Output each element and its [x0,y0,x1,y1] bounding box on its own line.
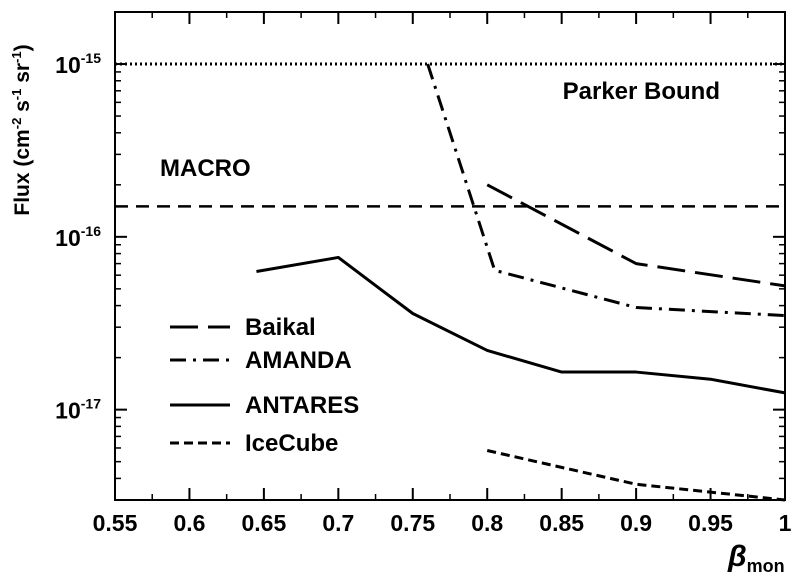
x-axis-label: βmon [727,540,785,576]
axes [114,11,786,501]
series-antares-line [256,255,786,395]
x-tick-label: 0.9 [620,510,652,536]
x-tick-label: 0.95 [688,510,733,536]
y-tick-label: 10-16 [55,223,101,251]
series-amanda-line [426,63,786,318]
x-tick-label: 1 [779,510,792,536]
x-tick-label: 0.85 [539,510,584,536]
x-tick-label: 0.75 [390,510,435,536]
legend-label-baikal: Baikal [245,314,316,341]
x-tick-label: 0.55 [93,510,138,536]
x-tick-label: 0.7 [322,510,354,536]
x-tick-label: 0.8 [471,510,503,536]
legend-label-icecube: IceCube [245,430,338,457]
macro-label: MACRO [160,155,251,182]
legend-label-amanda: AMANDA [245,347,352,374]
y-axis-label: Flux (cm-2 s-1 sr-1) [9,44,34,215]
series-baikal-line [486,183,786,288]
parker-bound-label: Parker Bound [563,78,720,105]
legend-label-antares: ANTARES [245,392,359,419]
y-tick-label: 10-17 [55,396,101,424]
series-icecube-line [486,449,786,502]
legend: Baikal AMANDA ANTARES IceCube [170,314,359,457]
axis-labels: 0.55 0.6 0.65 0.7 0.75 0.8 0.85 0.9 0.95 1 10-15 10… [9,44,792,576]
y-tick-label: 10-15 [55,50,101,78]
x-tick-label: 0.65 [242,510,287,536]
series-layer [115,62,786,502]
x-tick-label: 0.6 [173,510,205,536]
